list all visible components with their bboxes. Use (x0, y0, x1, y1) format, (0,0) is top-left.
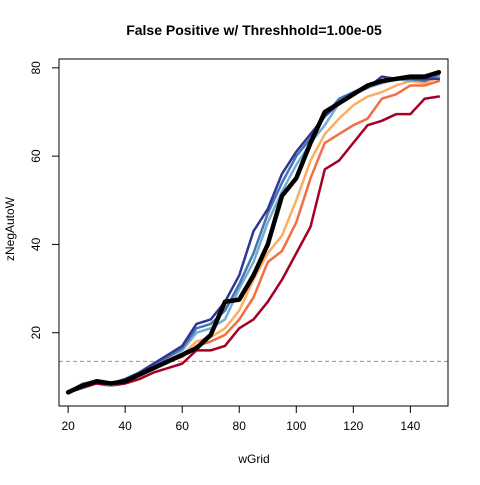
y-tick-label: 60 (29, 149, 43, 163)
x-axis-label: wGrid (237, 452, 269, 466)
x-tick-label: 100 (286, 419, 306, 433)
chart-title: False Positive w/ Threshhold=1.00e-05 (126, 22, 382, 38)
x-tick-label: 80 (233, 419, 247, 433)
series-line-7 (65, 69, 442, 395)
x-tick-label: 20 (61, 419, 75, 433)
y-axis-label: zNegAutoW (3, 196, 17, 261)
x-tick-label: 120 (343, 419, 363, 433)
y-tick-label: 20 (29, 326, 43, 340)
series-line-1 (66, 95, 441, 394)
x-tick-label: 40 (118, 419, 132, 433)
plot-frame (58, 58, 449, 407)
y-tick-label: 40 (29, 237, 43, 251)
x-tick-label: 60 (176, 419, 190, 433)
y-tick-label: 80 (29, 61, 43, 75)
plot-area: 20 40 60 80 100 120 140 20 40 60 80 (29, 61, 448, 433)
x-tick-label: 140 (400, 419, 420, 433)
